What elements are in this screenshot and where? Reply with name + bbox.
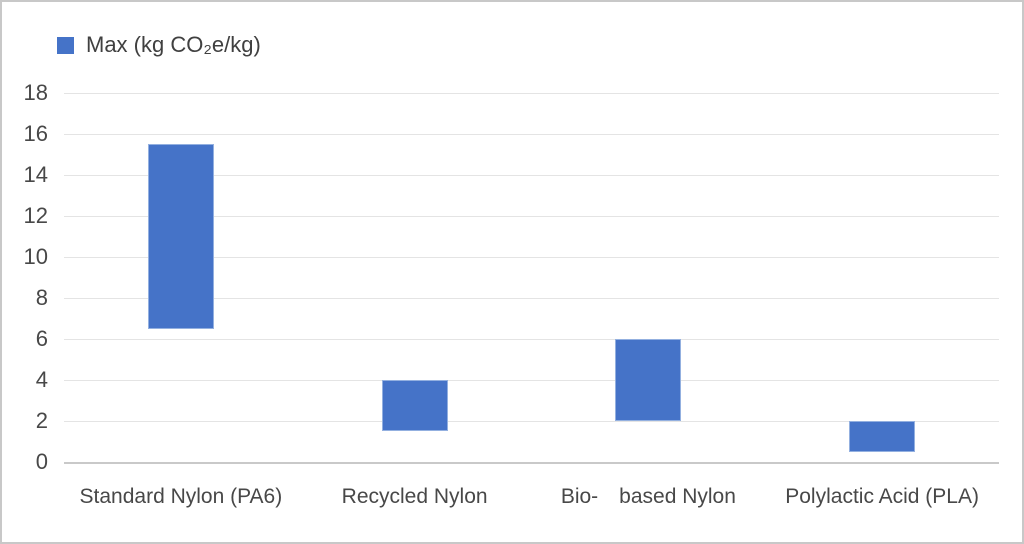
- y-tick-label-4: 4: [35, 367, 48, 392]
- gridline-y-10: [64, 257, 999, 258]
- gridline-y-18: [64, 93, 999, 94]
- range-bar-1: [147, 144, 214, 329]
- x-category-label-4: Polylactic Acid (PLA): [785, 485, 979, 508]
- chart-legend: Max (kg CO₂e/kg): [57, 34, 261, 56]
- gridline-y-2: [64, 421, 999, 422]
- y-tick-label-2: 2: [35, 408, 48, 433]
- y-tick-label-12: 12: [23, 203, 48, 228]
- legend-swatch-icon: [57, 36, 74, 54]
- gridline-y-6: [64, 339, 999, 340]
- x-category-label-3: Bio- based Nylon: [560, 485, 736, 508]
- gridline-y-16: [64, 134, 999, 135]
- x-category-label-1: Standard Nylon (PA6): [79, 485, 283, 508]
- range-bar-3: [615, 339, 682, 421]
- y-tick-label-6: 6: [35, 326, 48, 351]
- gridline-y-0: [64, 462, 999, 464]
- y-tick-label-10: 10: [23, 244, 48, 269]
- y-tick-label-0: 0: [35, 449, 48, 474]
- y-tick-label-18: 18: [23, 80, 48, 105]
- range-bar-2: [381, 380, 448, 432]
- y-tick-label-8: 8: [35, 285, 48, 310]
- x-category-label-2: Recycled Nylon: [341, 485, 488, 508]
- gridline-y-12: [64, 216, 999, 217]
- range-bar-4: [849, 421, 916, 452]
- legend-series-label: Max (kg CO₂e/kg): [86, 32, 261, 57]
- y-tick-label-16: 16: [23, 121, 48, 146]
- gridline-y-14: [64, 175, 999, 176]
- plot-area: [64, 93, 999, 464]
- y-tick-label-14: 14: [23, 162, 48, 187]
- gridline-y-8: [64, 298, 999, 299]
- gridline-y-4: [64, 380, 999, 381]
